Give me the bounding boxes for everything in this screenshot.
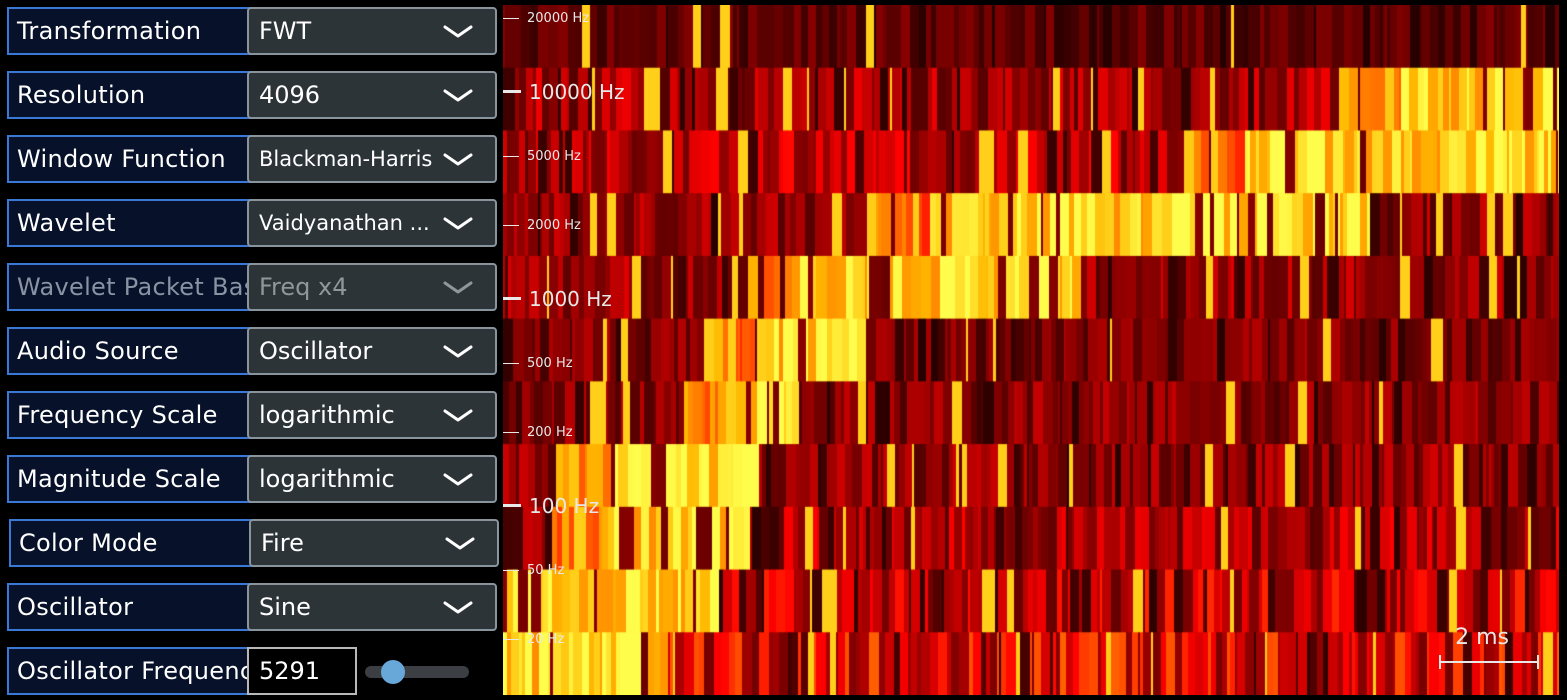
tick-mark bbox=[503, 155, 519, 157]
oscillator-frequency-label: Oscillator Frequency bbox=[7, 647, 255, 695]
audio-source-label: Audio Source bbox=[7, 327, 255, 375]
frequency-label: 500 Hz bbox=[503, 356, 573, 371]
frequency-label-text: 2000 Hz bbox=[527, 217, 581, 233]
frequency-label: 200 Hz bbox=[503, 425, 573, 440]
chevron-down-icon bbox=[443, 217, 473, 230]
tick-mark bbox=[503, 362, 519, 364]
chevron-down-icon bbox=[443, 345, 473, 358]
frequency-label-text: 500 Hz bbox=[527, 355, 573, 371]
scale-bar bbox=[1439, 655, 1539, 669]
wavelet-label: Wavelet bbox=[7, 199, 255, 247]
frequency-label: 2000 Hz bbox=[503, 218, 581, 233]
spectrogram-canvas bbox=[503, 5, 1559, 695]
chevron-down-icon bbox=[443, 601, 473, 614]
window-function-value: Blackman-Harris bbox=[259, 147, 433, 171]
audio-source-value: Oscillator bbox=[259, 337, 373, 365]
tick-mark bbox=[503, 431, 519, 433]
frequency-label-text: 5000 Hz bbox=[527, 148, 581, 164]
frequency-label-text: 20 Hz bbox=[527, 631, 565, 647]
frequency-label-text: 100 Hz bbox=[529, 493, 600, 518]
transformation-label: Transformation bbox=[7, 7, 255, 55]
frequency-scale-value: logarithmic bbox=[259, 401, 395, 429]
chevron-down-icon bbox=[443, 89, 473, 102]
magnitude-scale-value: logarithmic bbox=[259, 465, 395, 493]
chevron-down-icon bbox=[443, 409, 473, 422]
tick-mark bbox=[503, 504, 521, 508]
audio-source-select[interactable]: Oscillator bbox=[247, 327, 497, 375]
chevron-down-icon bbox=[445, 537, 475, 550]
slider-knob[interactable] bbox=[381, 660, 405, 684]
oscillator-frequency-input[interactable]: 5291 bbox=[247, 647, 357, 695]
chevron-down-icon bbox=[443, 473, 473, 486]
resolution-select[interactable]: 4096 bbox=[247, 71, 497, 119]
magnitude-scale-label: Magnitude Scale bbox=[7, 455, 255, 503]
scale-bar-label: 2 ms bbox=[1455, 625, 1509, 650]
tick-mark bbox=[503, 224, 519, 226]
oscillator-frequency-slider[interactable] bbox=[365, 660, 469, 684]
frequency-label-text: 10000 Hz bbox=[529, 79, 625, 104]
frequency-label-text: 20000 Hz bbox=[527, 10, 590, 26]
transformation-value: FWT bbox=[259, 17, 312, 45]
chevron-down-icon bbox=[443, 25, 473, 38]
tick-mark bbox=[503, 569, 519, 571]
wavelet-value: Vaidyanathan ... bbox=[259, 211, 430, 235]
tick-mark bbox=[503, 297, 521, 301]
color-mode-select[interactable]: Fire bbox=[249, 519, 499, 567]
frequency-label: 50 Hz bbox=[503, 563, 564, 578]
frequency-label-text: 50 Hz bbox=[527, 562, 565, 578]
color-mode-label: Color Mode bbox=[9, 519, 257, 567]
tick-mark bbox=[503, 638, 519, 640]
tick-mark bbox=[503, 17, 519, 19]
tick-mark bbox=[503, 90, 521, 94]
resolution-label: Resolution bbox=[7, 71, 255, 119]
magnitude-scale-select[interactable]: logarithmic bbox=[247, 455, 497, 503]
wavelet-packet-basis-select: Freq x4 bbox=[247, 263, 497, 311]
frequency-label: 20000 Hz bbox=[503, 11, 589, 26]
frequency-label-text: 1000 Hz bbox=[529, 286, 612, 311]
color-mode-value: Fire bbox=[261, 529, 304, 557]
oscillator-label: Oscillator bbox=[7, 583, 255, 631]
frequency-label: 20 Hz bbox=[503, 632, 564, 647]
controls-panel: Transformation FWT Resolution 4096 Windo… bbox=[0, 0, 499, 700]
resolution-value: 4096 bbox=[259, 81, 321, 109]
window-function-label: Window Function bbox=[7, 135, 255, 183]
transformation-select[interactable]: FWT bbox=[247, 7, 497, 55]
oscillator-value: Sine bbox=[259, 593, 311, 621]
spectrogram: 20000 Hz 10000 Hz 5000 Hz 2000 Hz 1000 Hz 500… bbox=[503, 5, 1559, 695]
chevron-down-icon bbox=[443, 281, 473, 294]
chevron-down-icon bbox=[443, 153, 473, 166]
frequency-scale-label: Frequency Scale bbox=[7, 391, 255, 439]
frequency-label-text: 200 Hz bbox=[527, 424, 573, 440]
frequency-label: 1000 Hz bbox=[503, 287, 612, 311]
oscillator-select[interactable]: Sine bbox=[247, 583, 497, 631]
window-function-select[interactable]: Blackman-Harris bbox=[247, 135, 497, 183]
frequency-label: 5000 Hz bbox=[503, 149, 581, 164]
wavelet-packet-basis-value: Freq x4 bbox=[259, 273, 348, 301]
frequency-scale-select[interactable]: logarithmic bbox=[247, 391, 497, 439]
wavelet-packet-basis-label: Wavelet Packet Basis bbox=[7, 263, 255, 311]
frequency-label: 10000 Hz bbox=[503, 80, 625, 104]
wavelet-select[interactable]: Vaidyanathan ... bbox=[247, 199, 497, 247]
frequency-label: 100 Hz bbox=[503, 494, 599, 518]
